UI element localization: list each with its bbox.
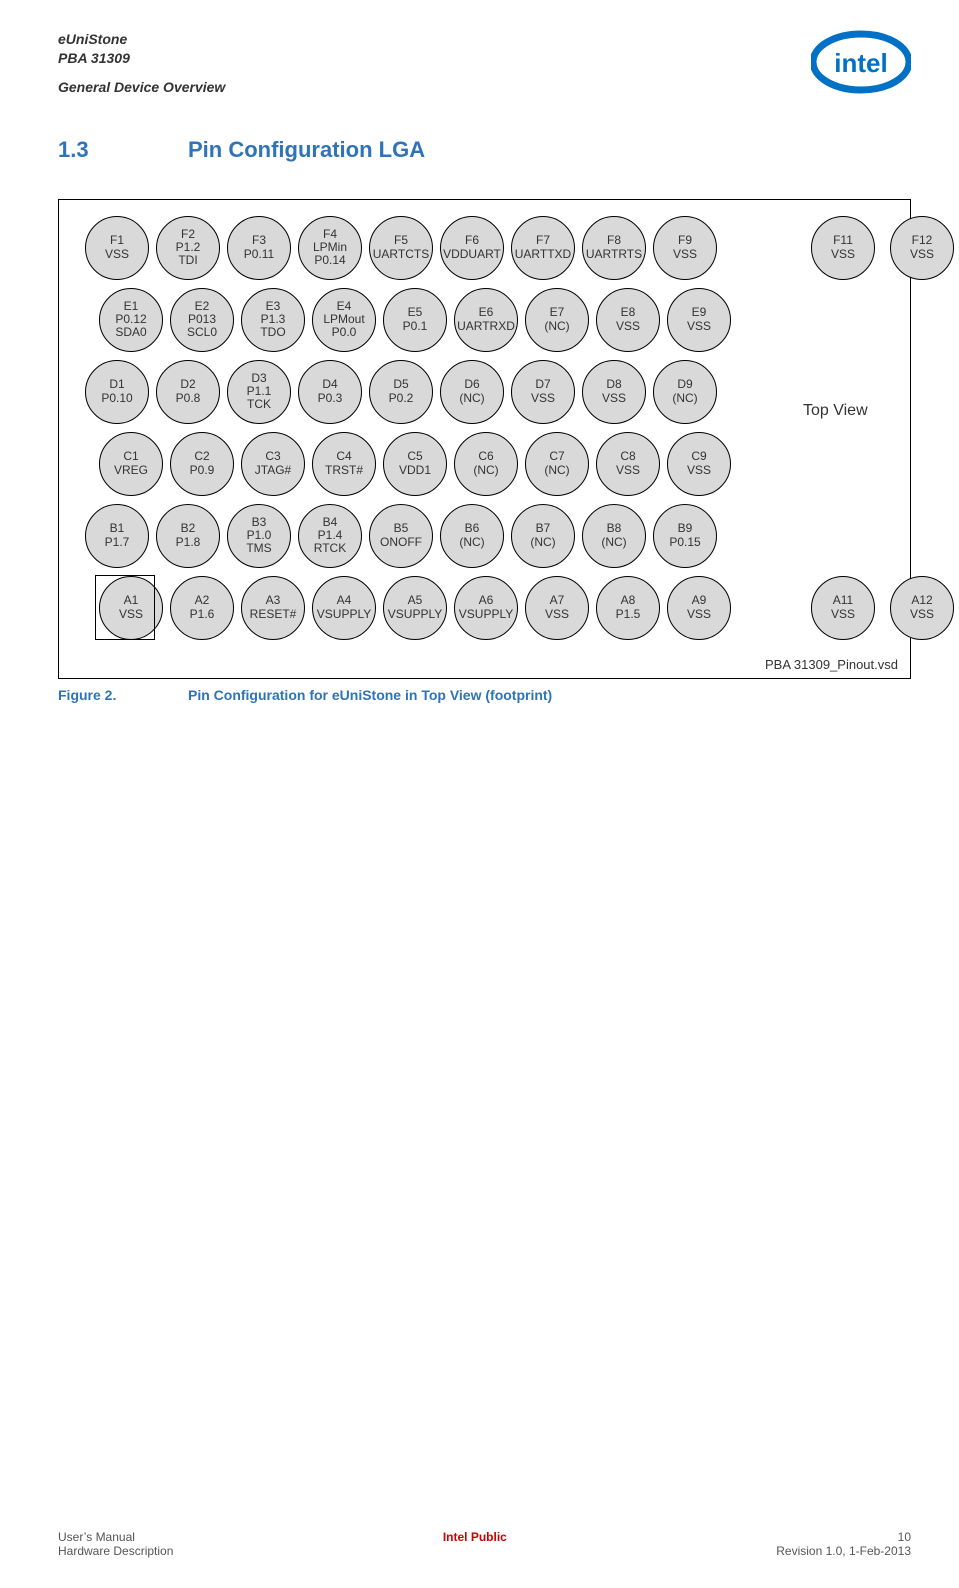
pin-E5: E5P0.1 bbox=[383, 288, 447, 352]
pin-B4: B4P1.4RTCK bbox=[298, 504, 362, 568]
figure-caption: Figure 2.Pin Configuration for eUniStone… bbox=[58, 687, 911, 703]
pin-D5: D5P0.2 bbox=[369, 360, 433, 424]
pin-F3: F3P0.11 bbox=[227, 216, 291, 280]
section-title-text: Pin Configuration LGA bbox=[188, 137, 425, 162]
pin-C8: C8VSS bbox=[596, 432, 660, 496]
pin-B2: B2P1.8 bbox=[156, 504, 220, 568]
pin-E9: E9VSS bbox=[667, 288, 731, 352]
top-view-label: Top View bbox=[803, 402, 868, 420]
a1-corner-marker bbox=[95, 575, 155, 640]
pin-B8: B8(NC) bbox=[582, 504, 646, 568]
pin-C1: C1VREG bbox=[99, 432, 163, 496]
pin-A9: A9VSS bbox=[667, 576, 731, 640]
pin-E6: E6UARTRXD bbox=[454, 288, 518, 352]
section-heading: 1.3Pin Configuration LGA bbox=[58, 137, 911, 163]
pin-D4: D4P0.3 bbox=[298, 360, 362, 424]
pin-F8: F8UARTRTS bbox=[582, 216, 646, 280]
pin-D9: D9(NC) bbox=[653, 360, 717, 424]
pin-E8: E8VSS bbox=[596, 288, 660, 352]
pin-D2: D2P0.8 bbox=[156, 360, 220, 424]
pin-B5: B5ONOFF bbox=[369, 504, 433, 568]
pin-A8: A8P1.5 bbox=[596, 576, 660, 640]
pin-B6: B6(NC) bbox=[440, 504, 504, 568]
figure-caption-number: Figure 2. bbox=[58, 687, 188, 703]
pin-D6: D6(NC) bbox=[440, 360, 504, 424]
pin-E4: E4LPMoutP0.0 bbox=[312, 288, 376, 352]
pin-A2: A2P1.6 bbox=[170, 576, 234, 640]
pin-B9: B9P0.15 bbox=[653, 504, 717, 568]
product-name: eUniStone bbox=[58, 30, 225, 49]
pin-C9: C9VSS bbox=[667, 432, 731, 496]
footer-page-number: 10 bbox=[776, 1530, 911, 1544]
figure-filename: PBA 31309_Pinout.vsd bbox=[765, 657, 898, 672]
pin-C3: C3JTAG# bbox=[241, 432, 305, 496]
pin-F1: F1VSS bbox=[85, 216, 149, 280]
footer-left: User’s Manual Hardware Description bbox=[58, 1530, 173, 1558]
pin-C2: C2P0.9 bbox=[170, 432, 234, 496]
page-header: eUniStone PBA 31309 General Device Overv… bbox=[58, 30, 911, 97]
footer-revision: Revision 1.0, 1-Feb-2013 bbox=[776, 1544, 911, 1558]
figure-caption-text: Pin Configuration for eUniStone in Top V… bbox=[188, 687, 552, 703]
pin-F12: F12VSS bbox=[890, 216, 954, 280]
pin-F7: F7UARTTXD bbox=[511, 216, 575, 280]
pin-D3: D3P1.1TCK bbox=[227, 360, 291, 424]
pin-A11: A11VSS bbox=[811, 576, 875, 640]
footer-left-2: Hardware Description bbox=[58, 1544, 173, 1558]
pin-E1: E1P0.12SDA0 bbox=[99, 288, 163, 352]
header-left: eUniStone PBA 31309 General Device Overv… bbox=[58, 30, 225, 97]
pin-D8: D8VSS bbox=[582, 360, 646, 424]
svg-text:intel: intel bbox=[834, 48, 887, 78]
pinout-figure-box: F1VSSF2P1.2TDIF3P0.11F4LPMinP0.14F5UARTC… bbox=[58, 199, 911, 679]
pin-F5: F5UARTCTS bbox=[369, 216, 433, 280]
pin-F11: F11VSS bbox=[811, 216, 875, 280]
part-number: PBA 31309 bbox=[58, 49, 225, 68]
pin-C7: C7(NC) bbox=[525, 432, 589, 496]
pin-A4: A4VSUPPLY bbox=[312, 576, 376, 640]
page-footer: User’s Manual Hardware Description Intel… bbox=[58, 1522, 911, 1558]
pin-B1: B1P1.7 bbox=[85, 504, 149, 568]
pin-A3: A3RESET# bbox=[241, 576, 305, 640]
pin-B7: B7(NC) bbox=[511, 504, 575, 568]
pin-E2: E2P013SCL0 bbox=[170, 288, 234, 352]
intel-logo: intel bbox=[811, 30, 911, 94]
footer-right: 10 Revision 1.0, 1-Feb-2013 bbox=[776, 1530, 911, 1558]
pin-C4: C4TRST# bbox=[312, 432, 376, 496]
pin-C5: C5VDD1 bbox=[383, 432, 447, 496]
pin-F4: F4LPMinP0.14 bbox=[298, 216, 362, 280]
pin-F2: F2P1.2TDI bbox=[156, 216, 220, 280]
pin-B3: B3P1.0TMS bbox=[227, 504, 291, 568]
pin-A12: A12VSS bbox=[890, 576, 954, 640]
footer-center: Intel Public bbox=[443, 1530, 507, 1558]
section-number: 1.3 bbox=[58, 137, 188, 163]
header-subtitle: General Device Overview bbox=[58, 78, 225, 97]
pin-A5: A5VSUPPLY bbox=[383, 576, 447, 640]
pin-A7: A7VSS bbox=[525, 576, 589, 640]
pin-F9: F9VSS bbox=[653, 216, 717, 280]
pin-C6: C6(NC) bbox=[454, 432, 518, 496]
footer-left-1: User’s Manual bbox=[58, 1530, 173, 1544]
pin-E7: E7(NC) bbox=[525, 288, 589, 352]
pin-A6: A6VSUPPLY bbox=[454, 576, 518, 640]
pin-E3: E3P1.3TDO bbox=[241, 288, 305, 352]
pin-D7: D7VSS bbox=[511, 360, 575, 424]
pin-D1: D1P0.10 bbox=[85, 360, 149, 424]
pin-F6: F6VDDUART bbox=[440, 216, 504, 280]
